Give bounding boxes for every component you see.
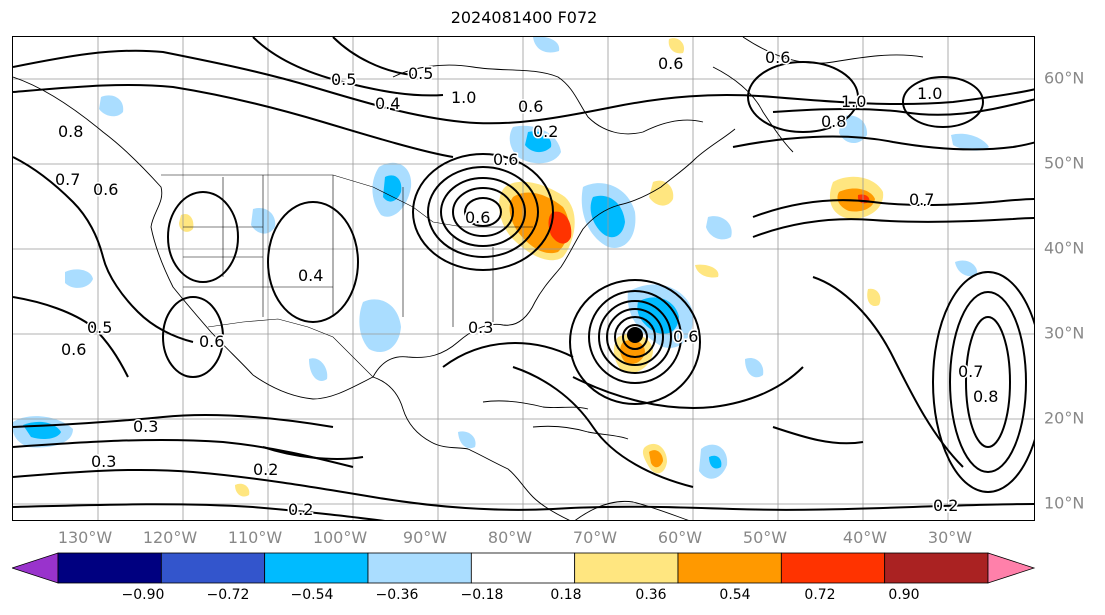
lon-label: 90°W [402, 528, 448, 547]
lat-label: 20°N [1044, 408, 1085, 428]
lon-label: 30°W [927, 528, 973, 547]
contour-label: 0.2 [933, 496, 958, 515]
contour-label: 0.2 [288, 500, 313, 519]
contour-label: 0.5 [87, 318, 112, 337]
colorbar-segment [780, 552, 886, 584]
colorbar [12, 552, 1036, 584]
shade-negative-patch [951, 133, 989, 151]
lat-label: 10°N [1044, 493, 1085, 513]
contour-lines [13, 37, 1034, 520]
contour-label: 0.3 [91, 452, 116, 471]
lat-label: 30°N [1044, 323, 1085, 343]
shade-negative-patch [706, 216, 732, 240]
colorbar-segment [574, 552, 679, 584]
colorbar-tick-label: 0.72 [804, 587, 836, 603]
colorbar-tick-label: 0.18 [550, 587, 582, 603]
colorbar-extend-high [987, 552, 1036, 584]
contour-label: 0.3 [133, 417, 158, 436]
contour-label: 0.5 [331, 70, 356, 89]
colorbar-tick-label: 0.90 [888, 587, 920, 603]
contour-label: 0.5 [408, 64, 433, 83]
colorbar-tick-label: −0.72 [206, 587, 250, 603]
shade-positive-patch [649, 180, 674, 206]
lon-label: 40°W [842, 528, 888, 547]
map-canvas: 0.5 0.4 1.0 0.6 0.6 0.6 1.0 1.0 0.8 0.7 … [13, 37, 1034, 521]
shade-positive-patch [548, 211, 572, 244]
contour-label: 0.7 [909, 190, 934, 209]
map-panel: 0.5 0.4 1.0 0.6 0.6 0.6 1.0 1.0 0.8 0.7 … [12, 36, 1035, 521]
contour-label: 0.8 [973, 387, 998, 406]
colorbar-tick-label: −0.18 [460, 587, 504, 603]
shade-negative-patch [309, 358, 328, 381]
contour-label: 0.8 [58, 122, 83, 141]
contour-label: 0.7 [55, 170, 80, 189]
contour-label: 0.8 [821, 112, 846, 131]
contour-label: 1.0 [841, 92, 866, 111]
shade-negative-patch [458, 431, 476, 449]
contour-label: 0.2 [253, 460, 278, 479]
storm-center-marker [627, 327, 643, 343]
contour-label: 0.6 [658, 54, 683, 73]
colorbar-segment [57, 552, 162, 584]
shade-negative-patch [525, 131, 552, 153]
lon-label: 50°W [742, 528, 788, 547]
shade-negative-patch [533, 37, 560, 53]
lon-label: 60°W [657, 528, 703, 547]
colorbar-segment [367, 552, 472, 584]
shade-negative-patch [709, 455, 722, 469]
shade-positive-patch [867, 288, 881, 307]
map-title: 2024081400 F072 [450, 8, 598, 27]
shade-positive-patch [179, 213, 194, 232]
colorbar-tick-label: 0.54 [719, 587, 751, 603]
colorbar-segment [264, 552, 369, 584]
shade-positive-patch [668, 38, 685, 54]
shade-negative-patch [383, 175, 402, 202]
colorbar-tick-label: 0.36 [635, 587, 667, 603]
shade-positive-patch [695, 264, 719, 278]
colorbar-segment [677, 552, 782, 584]
lon-label: 130°W [57, 528, 113, 547]
contour-label: 0.6 [465, 208, 490, 227]
lon-label: 110°W [227, 528, 283, 547]
contour-label: 0.4 [298, 266, 323, 285]
colorbar-tick-label: −0.54 [290, 587, 334, 603]
lon-label: 70°W [572, 528, 618, 547]
contour-label: 0.7 [958, 362, 983, 381]
contour-label: 0.4 [375, 94, 400, 113]
colorbar-segment [884, 552, 989, 584]
shade-negative-patch [65, 269, 93, 288]
lon-label: 80°W [487, 528, 533, 547]
shade-negative-patch [955, 260, 978, 277]
contour-label: 1.0 [917, 84, 942, 103]
colorbar-segment [160, 552, 266, 584]
shade-positive-patch [235, 483, 250, 497]
contour-label: 0.6 [518, 97, 543, 116]
shade-negative-patch [99, 95, 124, 117]
colorbar-segment [470, 552, 576, 584]
colorbar-tick-label: −0.36 [375, 587, 419, 603]
contour-label: 0.6 [199, 332, 224, 351]
contour-label: 0.6 [673, 327, 698, 346]
contour-label: 0.2 [533, 122, 558, 141]
colorbar-extend-low [12, 552, 59, 584]
lat-label: 40°N [1044, 238, 1085, 258]
lon-label: 100°W [312, 528, 368, 547]
lat-label: 50°N [1044, 153, 1085, 173]
coastlines [13, 37, 924, 520]
contour-label: 0.6 [493, 150, 518, 169]
contour-label: 0.6 [93, 180, 118, 199]
contour-label: 1.0 [451, 88, 476, 107]
contour-label-group: 0.5 0.4 1.0 0.6 0.6 0.6 1.0 1.0 0.8 0.7 … [54, 47, 1000, 521]
lat-label: 60°N [1044, 68, 1085, 88]
shade-negative-patch [745, 357, 764, 378]
contour-label: 0.6 [61, 340, 86, 359]
lon-label: 120°W [142, 528, 198, 547]
shade-positive-patch [649, 450, 663, 468]
contour-label: 0.3 [468, 318, 493, 337]
colorbar-tick-label: −0.90 [121, 587, 165, 603]
shade-negative-patch [359, 299, 401, 353]
contour-label: 0.6 [765, 48, 790, 67]
